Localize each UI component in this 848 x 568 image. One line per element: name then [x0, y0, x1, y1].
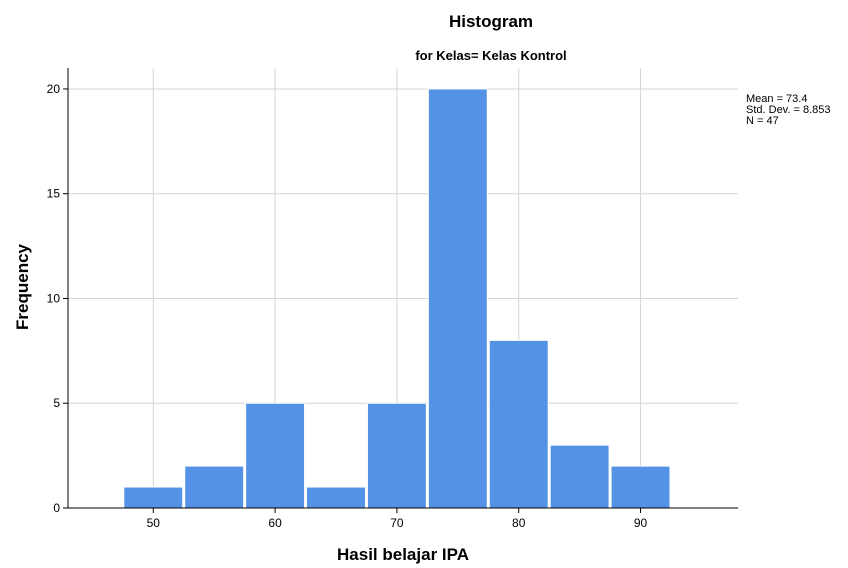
grid-layer — [68, 68, 738, 508]
y-tick-label: 20 — [47, 82, 61, 96]
x-tick-label: 80 — [512, 516, 526, 530]
histogram-bar — [184, 465, 245, 509]
x-tick-label: 70 — [390, 516, 404, 530]
bars-layer — [123, 88, 671, 509]
y-tick-label: 5 — [53, 396, 60, 410]
axis-layer: 0 5 10 15 20 50 60 70 80 90 — [47, 68, 738, 530]
stats-line: Mean = 73.4 — [746, 93, 807, 105]
x-tick-label: 60 — [268, 516, 282, 530]
histogram-bar — [306, 486, 366, 509]
histogram-bar — [366, 402, 427, 509]
x-tick-label: 90 — [634, 516, 648, 530]
x-axis-title: Hasil belajar IPA — [337, 545, 469, 564]
histogram-bar — [245, 402, 306, 509]
stats-line: Std. Dev. = 8.853 — [746, 104, 831, 116]
histogram-bar — [488, 339, 549, 509]
chart-subtitle: for Kelas= Kelas Kontrol — [415, 48, 566, 63]
chart-title: Histogram — [449, 12, 533, 31]
y-axis-title: Frequency — [13, 243, 32, 330]
stats-line: N = 47 — [746, 115, 779, 127]
y-tick-label: 10 — [47, 291, 61, 305]
x-tick-label: 50 — [147, 516, 161, 530]
histogram-bar — [123, 486, 184, 509]
histogram-bar — [549, 444, 610, 509]
y-tick-label: 15 — [47, 187, 61, 201]
histogram-bar — [427, 88, 488, 509]
y-tick-label: 0 — [53, 501, 60, 515]
histogram-bar — [610, 465, 671, 509]
